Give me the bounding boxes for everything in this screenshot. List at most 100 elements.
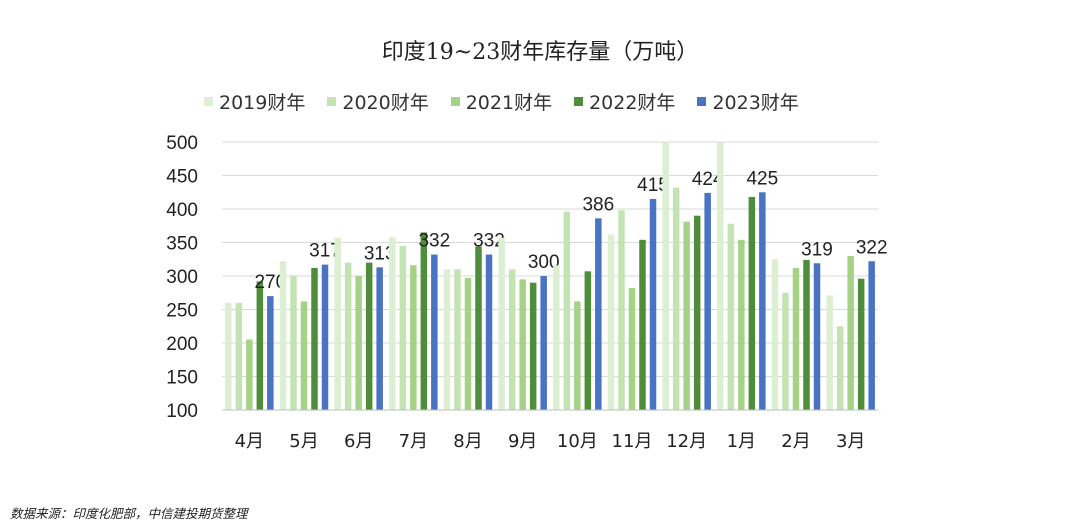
bar (738, 239, 745, 410)
bar (771, 259, 779, 410)
bar (290, 276, 297, 410)
y-tick-label: 500 (166, 133, 198, 154)
bar (355, 276, 362, 410)
x-tick-label: 9月 (508, 431, 537, 452)
legend-swatch-2021 (450, 96, 460, 106)
data-label: 317 (309, 241, 341, 262)
bar (454, 269, 461, 410)
bar (683, 221, 690, 410)
x-tick-label: 12月 (666, 431, 707, 452)
bar (235, 302, 243, 410)
bar (759, 192, 766, 410)
bar (693, 215, 701, 410)
legend-swatch-2022 (574, 96, 584, 106)
x-tick-label: 6月 (344, 431, 373, 452)
bar (365, 262, 373, 410)
bar (563, 211, 571, 410)
bar (782, 292, 789, 410)
bar (607, 234, 615, 410)
legend-item-2021: 2021财年 (450, 88, 553, 115)
bar (519, 279, 526, 410)
legend-label-2021: 2021财年 (465, 91, 553, 114)
bar (584, 271, 592, 410)
bar (485, 254, 493, 410)
bar (246, 339, 253, 410)
y-tick-label: 300 (166, 267, 198, 288)
data-label: 319 (801, 239, 833, 260)
legend-swatch-2019 (204, 96, 213, 106)
x-tick-label: 2月 (781, 431, 810, 452)
bar (595, 218, 602, 410)
bar (618, 210, 625, 410)
legend-label-2023: 2023财年 (712, 91, 799, 114)
bar (857, 278, 865, 410)
data-label: 415 (637, 175, 669, 196)
bar (553, 265, 560, 410)
data-label: 332 (473, 231, 505, 252)
bar (399, 245, 407, 410)
bar (464, 278, 472, 410)
y-tick-label: 350 (166, 234, 198, 255)
data-label: 270 (254, 272, 286, 293)
bar (225, 302, 232, 410)
legend-label-2019: 2019财年 (219, 91, 306, 114)
y-tick-label: 150 (166, 368, 198, 389)
bar (649, 198, 657, 410)
chart-legend: 2019财年 2020财年 2021财年 2022财年 2023财年 (204, 88, 799, 114)
data-label: 424 (692, 169, 724, 190)
y-tick-label: 200 (166, 334, 198, 355)
bar (389, 237, 396, 410)
legend-label-2020: 2020财年 (342, 91, 429, 114)
bar (300, 301, 308, 410)
y-tick-label: 100 (166, 401, 198, 422)
bar (628, 288, 636, 410)
legend-item-2020: 2020财年 (327, 88, 429, 115)
bar (836, 326, 844, 410)
bar (376, 267, 383, 410)
legend-label-2022: 2022财年 (589, 91, 676, 114)
data-label: 322 (856, 237, 888, 258)
bar (475, 246, 482, 410)
bar (334, 237, 341, 410)
bar (748, 196, 756, 410)
bar (792, 267, 800, 410)
x-tick-label: 1月 (727, 431, 756, 452)
bar (847, 255, 854, 410)
chart-title: 印度19~23财年库存量（万吨） (381, 40, 699, 65)
bar (431, 254, 438, 410)
bar (529, 282, 537, 410)
data-label: 300 (528, 252, 560, 273)
bar (574, 301, 581, 410)
bar (256, 281, 264, 410)
bar (639, 239, 646, 410)
bar (727, 223, 735, 410)
data-label: 313 (364, 243, 396, 264)
legend-swatch-2023 (697, 96, 707, 106)
data-label: 425 (746, 168, 778, 189)
bar (321, 264, 329, 410)
bar (540, 276, 547, 410)
y-tick-label: 400 (166, 200, 198, 221)
legend-swatch-2020 (327, 96, 337, 106)
bar (267, 296, 274, 410)
x-tick-label: 11月 (612, 431, 653, 452)
data-source-note: 数据来源：印度化肥部，中信建投期货整理 (10, 506, 248, 521)
legend-item-2019: 2019财年 (204, 88, 305, 115)
data-label: 332 (418, 231, 450, 252)
x-tick-label: 5月 (289, 431, 318, 452)
legend-item-2023: 2023财年 (697, 88, 799, 115)
y-tick-label: 450 (166, 167, 198, 188)
data-label: 386 (582, 194, 614, 215)
bar (420, 232, 428, 410)
bar (508, 269, 516, 410)
bar (498, 237, 505, 410)
bar (717, 142, 724, 410)
x-tick-label: 10月 (557, 431, 598, 452)
bar (311, 267, 318, 410)
bar (868, 261, 875, 410)
bar (662, 142, 669, 410)
bar (813, 263, 821, 410)
bar (279, 261, 287, 410)
bar (410, 265, 417, 410)
